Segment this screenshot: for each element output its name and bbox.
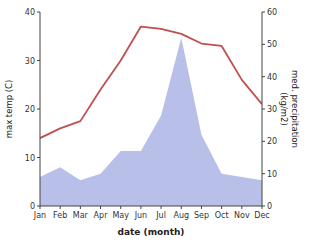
y2-tick [262,44,265,45]
y-tick [37,60,40,61]
y-tick-label: 0 [30,202,35,211]
y-tick [37,12,40,13]
x-axis-label: date (month) [118,227,185,237]
x-tick-label: Jan [33,211,46,220]
plot-area [40,27,262,206]
y-tick [37,206,40,207]
x-tick [140,206,141,209]
x-tick [201,206,202,209]
y2-tick [262,109,265,110]
precip-area [40,38,262,206]
y2-tick-label: 0 [267,202,272,211]
y2-axis-label-line: med. precipitation [290,70,300,148]
y-tick-label: 40 [25,8,35,17]
y2-axis-label-line: (kg/m2) [279,92,289,126]
x-tick [181,206,182,209]
x-tick [80,206,81,209]
y2-tick-label: 20 [267,137,277,146]
x-tick [241,206,242,209]
x-tick-label: Sep [194,211,209,220]
y2-tick [262,206,265,207]
y-axis-label: max temp (C) [4,80,14,139]
x-tick [221,206,222,209]
x-tick-label: Aug [173,211,189,220]
x-tick-label: Dec [254,211,269,220]
x-tick [100,206,101,209]
y2-tick-label: 60 [267,8,277,17]
y2-tick-label: 40 [267,73,277,82]
y-tick [37,157,40,158]
y2-tick-label: 50 [267,40,277,49]
y2-tick-label: 30 [267,105,277,114]
x-tick [161,206,162,209]
x-tick-label: Jul [155,211,166,220]
y2-axis-label: med. precipitation(kg/m2) [279,70,300,148]
y-tick-label: 20 [25,105,35,114]
x-tick-label: Feb [53,211,67,220]
y2-tick [262,12,265,13]
temp-line [40,27,262,139]
y-tick [37,109,40,110]
y-tick-label: 10 [25,154,35,163]
x-tick-label: Nov [234,211,250,220]
y2-tick [262,76,265,77]
x-tick-label: Apr [94,211,109,220]
x-tick-label: Jun [134,211,148,220]
y-tick-label: 30 [25,57,35,66]
y2-tick-label: 10 [267,170,277,179]
x-axis [40,206,262,207]
x-tick [60,206,61,209]
y2-tick [262,173,265,174]
y2-tick [262,141,265,142]
x-tick-label: Oct [215,211,229,220]
x-tick-label: Mar [73,211,89,220]
chart: JanFebMarAprMayJunJulAugSepOctNovDec0102… [0,0,318,247]
x-tick-label: May [112,211,129,220]
x-tick [120,206,121,209]
